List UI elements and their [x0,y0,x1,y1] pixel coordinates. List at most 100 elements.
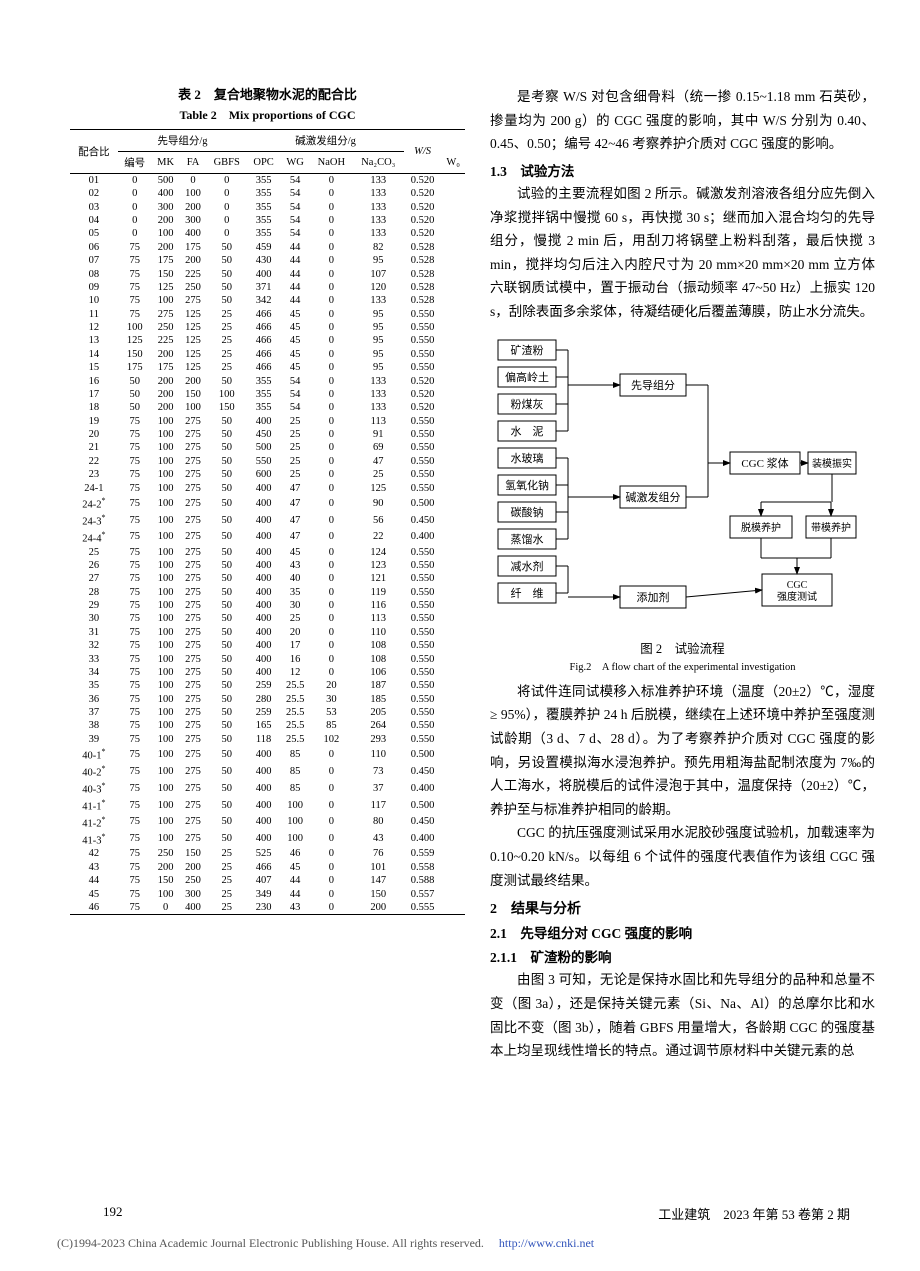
table-row: 41-2*75100275504001000800.450 [70,814,465,831]
th-OPC: OPC [247,151,280,173]
table-row: 3175100275504002001100.550 [70,626,465,639]
table-row: 1415020012525466450950.550 [70,348,465,361]
table-row: 207510027550450250910.550 [70,428,465,441]
copyright-text: (C)1994-2023 China Academic Journal Elec… [57,1236,484,1250]
th-GBFS: GBFS [206,151,247,173]
table-row: 39751002755011825.51022930.550 [70,733,465,746]
table-row: 0975125250503714401200.528 [70,281,465,294]
table-row: 4575100300253494401500.557 [70,887,465,900]
heading-2-1: 2.1 先导组分对 CGC 强度的影响 [490,922,875,942]
svg-text:强度测试: 强度测试 [777,590,817,603]
table-row: 077517520050430440950.528 [70,254,465,267]
para-4: CGC 的抗压强度测试采用水泥胶砂强度试验机，加载速率为 0.10~0.20 k… [490,821,875,892]
table-row: 1312522512525466450950.550 [70,334,465,347]
table-row: 3275100275504001701080.550 [70,639,465,652]
table-row: 03030020003555401330.520 [70,201,465,214]
th-mix: 配合比 [70,129,118,173]
table-row: 2875100275504003501190.550 [70,586,465,599]
svg-text:带模养护: 带模养护 [811,521,851,534]
table-row: 40-1*75100275504008501100.500 [70,746,465,763]
svg-text:添加剂: 添加剂 [637,590,670,604]
th-NaOH: NaOH [310,151,352,173]
table-row: 24-2*7510027550400470900.500 [70,495,465,512]
th-WG: WG [280,151,310,173]
svg-text:装模振实: 装模振实 [812,457,852,470]
table-row: 237510027550600250250.550 [70,468,465,481]
svg-text:偏高岭土: 偏高岭土 [505,370,549,384]
table-row: 35751002755025925.5201870.550 [70,679,465,692]
page-number: 192 [103,1204,123,1223]
th-MK: MK [152,151,180,173]
table-row: 24-4*7510027550400470220.400 [70,529,465,546]
table-row: 1517517512525466450950.550 [70,361,465,374]
mix-table: 配合比 先导组分/g 碱激发组分/g W/S 编号MKFAGBFSOPCWGNa… [70,129,465,915]
para-1: 是考察 W/S 对包含细骨料（统一掺 0.15~1.18 mm 石英砂，掺量均为… [490,85,875,156]
svg-text:先导组分: 先导组分 [631,378,675,392]
table-row: 1975100275504002501130.550 [70,415,465,428]
svg-text:脱模养护: 脱模养护 [741,521,781,534]
table-row: 04020030003555401330.520 [70,214,465,227]
table-row: 1210025012525466450950.550 [70,321,465,334]
table-row: 24-3*7510027550400470560.450 [70,512,465,529]
fig2-caption-en: Fig.2 A flow chart of the experimental i… [490,659,875,674]
left-column: 表 2 复合地聚物水泥的配合比 Table 2 Mix proportions … [70,85,465,1063]
cnki-link[interactable]: http://www.cnki.net [499,1236,594,1250]
th-precursor: 先导组分/g [118,129,247,151]
th-FA: FA [180,151,207,173]
svg-text:碱激发组分: 碱激发组分 [626,490,681,504]
table-row: 0875150225504004401070.528 [70,267,465,280]
table-row: 46750400252304302000.555 [70,901,465,915]
figure-2: 矿渣粉偏高岭土粉煤灰水 泥水玻璃氢氧化钠碳酸钠蒸馏水减水剂纤 维先导组分碱激发组… [490,334,875,674]
th-activator: 碱激发组分/g [247,129,404,151]
table-row: 2775100275504004001210.550 [70,572,465,585]
table-row: 1075100275503424401330.528 [70,294,465,307]
table-row: 05010040003555401330.520 [70,227,465,240]
heading-1-3: 1.3 试验方法 [490,160,875,180]
th-W₀: W₀ [441,151,465,173]
table-row: 17502001501003555401330.520 [70,388,465,401]
table-row: 18502001001503555401330.520 [70,401,465,414]
svg-text:减水剂: 减水剂 [511,559,544,573]
svg-text:碳酸钠: 碳酸钠 [511,505,544,519]
table-row: 010500003555401330.520 [70,173,465,187]
svg-text:水 泥: 水 泥 [511,425,544,438]
table-row: 3375100275504001601080.550 [70,652,465,665]
para-5: 由图 3 可知，无论是保持水固比和先导组分的品种和总量不变（图 3a），还是保持… [490,968,875,1063]
table-row: 427525015025525460760.559 [70,847,465,860]
para-3: 将试件连同试模移入标准养护环境（温度（20±2）℃，湿度 ≥ 95%），覆膜养护… [490,680,875,822]
svg-text:粉煤灰: 粉煤灰 [511,397,544,411]
table-row: 36751002755028025.5301850.550 [70,693,465,706]
table-row: 4475150250254074401470.588 [70,874,465,887]
table-row: 37751002755025925.5532050.550 [70,706,465,719]
svg-text:矿渣粉: 矿渣粉 [511,343,544,357]
table-row: 41-3*75100275504001000430.400 [70,830,465,847]
copyright: (C)1994-2023 China Academic Journal Elec… [57,1236,594,1251]
table-caption-en: Table 2 Mix proportions of CGC [70,106,465,123]
table-row: 067520017550459440820.528 [70,241,465,254]
table-row: 227510027550550250470.550 [70,455,465,468]
table-row: 2675100275504004301230.550 [70,559,465,572]
table-row: 40-3*7510027550400850370.400 [70,780,465,797]
svg-text:水玻璃: 水玻璃 [511,451,544,465]
table-row: 24-175100275504004701250.550 [70,481,465,494]
table-caption-cn: 表 2 复合地聚物水泥的配合比 [70,85,465,106]
table-row: 41-1*751002755040010001170.500 [70,797,465,814]
th-ws: W/S [404,129,441,173]
table-row: 2575100275504004501240.550 [70,545,465,558]
table-row: 38751002755016525.5852640.550 [70,719,465,732]
table-row: 1650200200503555401330.520 [70,374,465,387]
footer: 192 工业建筑 2023 年第 53 卷第 2 期 [0,1204,920,1223]
table-row: 217510027550500250690.550 [70,441,465,454]
heading-2: 2 结果与分析 [490,898,875,918]
th-编号: 编号 [118,151,152,173]
table-row: 3075100275504002501130.550 [70,612,465,625]
svg-text:CGC 浆体: CGC 浆体 [741,456,788,470]
svg-text:氢氧化钠: 氢氧化钠 [505,478,549,492]
heading-2-1-1: 2.1.1 矿渣粉的影响 [490,946,875,966]
journal-info: 工业建筑 2023 年第 53 卷第 2 期 [658,1204,850,1223]
table-row: 02040010003555401330.520 [70,187,465,200]
right-column: 是考察 W/S 对包含细骨料（统一掺 0.15~1.18 mm 石英砂，掺量均为… [490,85,875,1063]
svg-text:纤 维: 纤 维 [511,587,544,600]
svg-text:CGC: CGC [787,580,808,591]
table-row: 3475100275504001201060.550 [70,666,465,679]
